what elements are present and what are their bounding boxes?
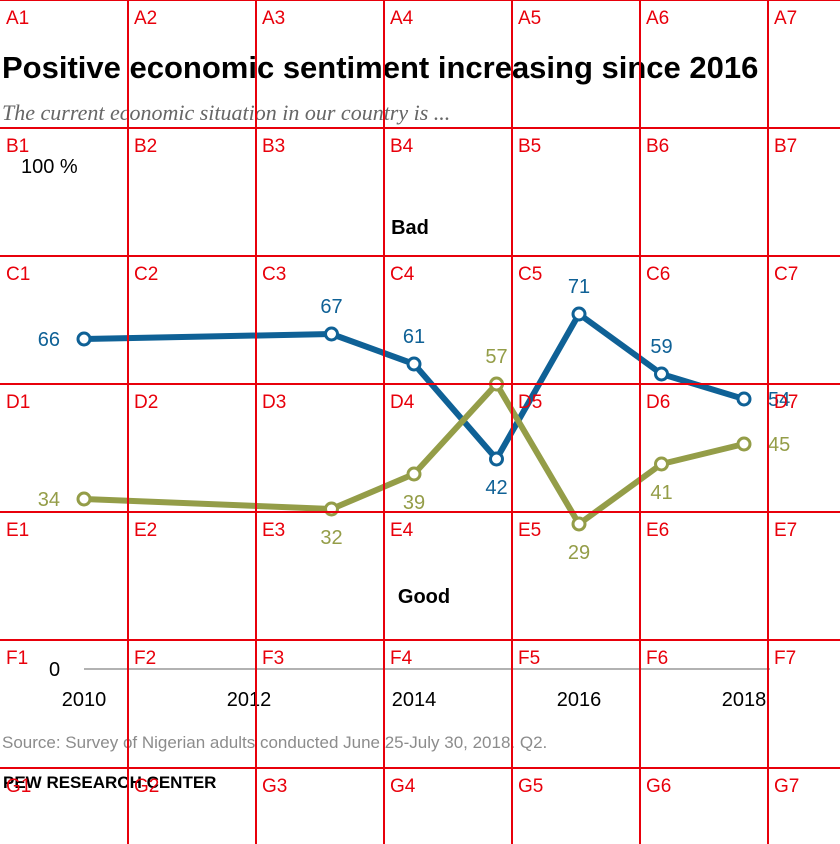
x-tick-label: 2012 [227,689,272,711]
y-tick-label: 0 [49,659,60,681]
grid-cell-label: E3 [262,520,285,541]
grid-cell-label: E4 [390,520,414,541]
x-tick-label: 2010 [62,689,107,711]
pew-logo: PEW RESEARCH CENTER [3,773,216,792]
data-label: 39 [403,492,425,514]
series-label-bad: Bad [391,217,429,239]
grid-cell-label: E5 [518,520,541,541]
grid-cell-label: B2 [134,136,157,157]
chart-title: Positive economic sentiment increasing s… [2,50,758,85]
grid-cell-label: F6 [646,648,668,669]
data-point [76,331,92,347]
grid-cell-label: D6 [646,392,670,413]
series-layer: 66 67 61 42 71 59 54 34 32 39 57 29 41 45 [38,276,791,564]
data-label: 57 [485,346,507,368]
x-tick-label: 2014 [392,689,437,711]
grid-cell-label: A3 [262,8,285,29]
grid-cell-label: D3 [262,392,286,413]
data-label: 67 [320,296,342,318]
data-point [406,466,422,482]
grid-cell-label: B6 [646,136,669,157]
grid-cell-label: G6 [646,776,671,797]
data-point [736,436,752,452]
grid-cell-label: G7 [774,776,799,797]
grid-cell-label: C7 [774,264,798,285]
grid-cell-label: G3 [262,776,287,797]
x-tick-labels: 2010 2012 2014 2016 2018 [62,689,767,711]
grid-cell-label: B5 [518,136,541,157]
grid-cell-label: F3 [262,648,284,669]
grid-cell-label: E6 [646,520,669,541]
grid-cell-label: G1 [6,776,31,797]
grid-cell-label: C5 [518,264,542,285]
grid-cell-label: A6 [646,8,669,29]
data-point [571,516,587,532]
axes: 100 % 0 2010 2012 2014 2016 2018 [21,156,770,711]
data-point [654,456,669,472]
grid-cell-label: D2 [134,392,158,413]
grid-cell-label: D1 [6,392,30,413]
x-tick-label: 2016 [557,689,602,711]
y-tick-label: 100 % [21,156,78,178]
grid-cell-label: B7 [774,136,797,157]
grid-cell-label: G4 [390,776,416,797]
data-label: 61 [403,326,425,348]
data-label: 54 [768,389,790,411]
data-label: 29 [568,542,590,564]
grid-cell-label: A2 [134,8,157,29]
grid-cell-label: F4 [390,648,413,669]
grid-cell-label: A7 [774,8,797,29]
grid-cell-label: F7 [774,648,796,669]
data-point [489,451,504,467]
grid-cell-label: C1 [6,264,30,285]
data-point [571,306,587,322]
source-note: Source: Survey of Nigerian adults conduc… [2,733,547,752]
chart-subtitle: The current economic situation in our co… [2,100,450,125]
grid-cell-label: B3 [262,136,285,157]
data-label: 41 [650,482,672,504]
data-label: 32 [320,527,342,549]
data-label: 34 [38,489,60,511]
data-label: 66 [38,329,60,351]
grid-cell-label: F1 [6,648,28,669]
grid-cell-label: C2 [134,264,158,285]
data-label: 42 [485,477,507,499]
series-label-good: Good [398,586,450,608]
data-label: 59 [650,336,672,358]
data-point [736,391,752,407]
grid-cell-label: A1 [6,8,29,29]
grid-cell-label: E7 [774,520,797,541]
grid-cell-label: F2 [134,648,156,669]
data-label: 71 [568,276,590,298]
series-bad: 66 67 61 42 71 59 54 [38,276,791,499]
grid-cell-label: D5 [518,392,542,413]
grid-cell-label: E1 [6,520,29,541]
data-point [654,366,669,382]
x-tick-label: 2018 [722,689,767,711]
grid-cell-label: B1 [6,136,29,157]
data-point [76,491,92,507]
grid-cell-label: D4 [390,392,415,413]
grid-cell-label: B4 [390,136,414,157]
grid-cell-label: C6 [646,264,670,285]
data-label: 45 [768,434,790,456]
grid-cell-label: A5 [518,8,541,29]
grid-cell-label: A4 [390,8,414,29]
grid-cell-label: F5 [518,648,540,669]
grid-cell-label: G2 [134,776,159,797]
data-point [406,356,422,372]
grid-cell-label: D7 [774,392,798,413]
grid-cell-label: G5 [518,776,543,797]
grid-cell-label: E2 [134,520,157,541]
data-point [324,326,339,342]
data-point [324,501,339,517]
grid-cell-label: C4 [390,264,415,285]
grid-cell-label: C3 [262,264,286,285]
